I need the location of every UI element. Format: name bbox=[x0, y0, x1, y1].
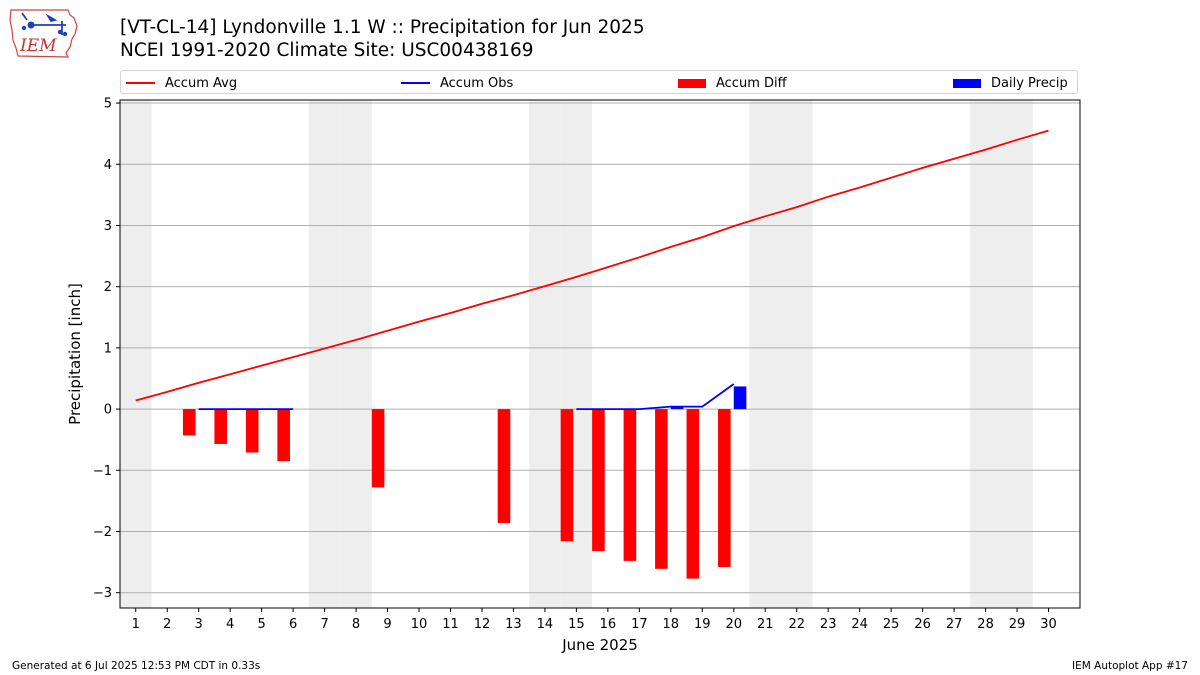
accum-diff-bar-day-17 bbox=[623, 409, 637, 561]
accum-diff-bar-day-15 bbox=[560, 409, 574, 542]
x-tick-label-24: 24 bbox=[851, 617, 868, 632]
accum-diff-bar-day-3 bbox=[182, 409, 196, 436]
x-tick-label-30: 30 bbox=[1040, 617, 1057, 632]
x-tick-label-11: 11 bbox=[442, 617, 459, 632]
x-axis-label: June 2025 bbox=[561, 636, 638, 654]
chart-subtitle: NCEI 1991-2020 Climate Site: USC00438169 bbox=[120, 40, 534, 61]
x-tick-label-27: 27 bbox=[946, 617, 963, 632]
plot-frame bbox=[119, 99, 1081, 609]
y-tick-label-2: 2 bbox=[104, 280, 112, 295]
accum-diff-bar-day-16 bbox=[592, 409, 605, 552]
accum-obs-line bbox=[198, 383, 735, 410]
x-tick-label-9: 9 bbox=[383, 617, 391, 632]
iowa-map-outline bbox=[9, 9, 78, 58]
x-tick-label-2: 2 bbox=[163, 617, 171, 632]
legend-label-accum-avg: Accum Avg bbox=[165, 75, 238, 91]
weekend-shade-day-21 bbox=[749, 100, 781, 608]
daily-precip-bar-day-18 bbox=[670, 407, 684, 410]
generated-timestamp: Generated at 6 Jul 2025 12:53 PM CDT in … bbox=[12, 660, 261, 672]
legend-label-accum-obs: Accum Obs bbox=[440, 75, 514, 91]
x-tick-label-28: 28 bbox=[977, 617, 994, 632]
weekend-shade-day-14 bbox=[529, 100, 561, 608]
logo-text: IEM bbox=[19, 36, 57, 56]
y-tick-label--2: −2 bbox=[93, 525, 112, 540]
x-tick-label-15: 15 bbox=[568, 617, 585, 632]
accum-diff-bar-day-5 bbox=[245, 409, 259, 453]
legend-swatch-accum-diff bbox=[678, 78, 706, 88]
x-tick-label-10: 10 bbox=[411, 617, 428, 632]
legend-item-accum-diff: Accum Diff bbox=[678, 74, 787, 92]
legend-item-accum-obs: Accum Obs bbox=[401, 74, 513, 92]
x-tick-label-6: 6 bbox=[289, 617, 297, 632]
y-tick-label-0: 0 bbox=[104, 403, 112, 418]
x-tick-label-18: 18 bbox=[663, 617, 680, 632]
x-tick-label-21: 21 bbox=[757, 617, 774, 632]
x-tick-label-29: 29 bbox=[1009, 617, 1026, 632]
legend-swatch-accum-obs bbox=[401, 82, 430, 84]
y-tick-label-3: 3 bbox=[104, 219, 112, 234]
accum-diff-bar-day-20 bbox=[718, 409, 731, 567]
accum-diff-bar-day-9 bbox=[371, 409, 385, 488]
x-tick-label-13: 13 bbox=[505, 617, 522, 632]
weekend-shade-day-22 bbox=[780, 100, 813, 608]
legend-label-accum-diff: Accum Diff bbox=[716, 75, 787, 91]
x-tick-label-23: 23 bbox=[820, 617, 837, 632]
weekend-shade-day-29 bbox=[1001, 100, 1033, 608]
y-tick-label-4: 4 bbox=[104, 158, 112, 173]
x-tick-label-12: 12 bbox=[474, 617, 491, 632]
y-axis-label: Precipitation [inch] bbox=[66, 283, 84, 425]
weekend-shade-day-28 bbox=[969, 100, 1002, 608]
x-tick-label-4: 4 bbox=[226, 617, 234, 632]
legend-swatch-accum-avg bbox=[126, 82, 155, 84]
legend-item-daily-precip: Daily Precip bbox=[953, 74, 1068, 92]
accum-diff-bar-day-18 bbox=[655, 409, 668, 569]
x-tick-label-19: 19 bbox=[694, 617, 711, 632]
chart-title: [VT-CL-14] Lyndonville 1.1 W :: Precipit… bbox=[120, 17, 645, 38]
x-tick-label-8: 8 bbox=[352, 617, 360, 632]
x-tick-label-5: 5 bbox=[257, 617, 265, 632]
y-tick-label--3: −3 bbox=[93, 586, 112, 601]
y-tick-label--1: −1 bbox=[93, 464, 112, 479]
iem-logo: IEM bbox=[9, 9, 78, 58]
x-tick-label-20: 20 bbox=[725, 617, 742, 632]
x-tick-label-7: 7 bbox=[320, 617, 328, 632]
weekend-shade-day-7 bbox=[308, 100, 341, 608]
legend-item-accum-avg: Accum Avg bbox=[126, 74, 237, 92]
x-tick-label-14: 14 bbox=[537, 617, 554, 632]
weekend-shade-day-8 bbox=[340, 100, 372, 608]
accum-diff-bar-day-6 bbox=[277, 409, 290, 462]
x-tick-label-16: 16 bbox=[600, 617, 617, 632]
x-tick-label-3: 3 bbox=[195, 617, 203, 632]
accum-diff-bar-day-4 bbox=[214, 409, 228, 444]
x-tick-label-1: 1 bbox=[132, 617, 140, 632]
autoplot-app-label: IEM Autoplot App #17 bbox=[1072, 660, 1188, 672]
y-tick-label-5: 5 bbox=[104, 97, 112, 112]
y-tick-label-1: 1 bbox=[104, 341, 112, 356]
x-tick-label-22: 22 bbox=[788, 617, 805, 632]
accum-avg-line bbox=[135, 129, 1049, 402]
weekend-shade-day-1 bbox=[120, 100, 152, 608]
x-tick-label-26: 26 bbox=[914, 617, 931, 632]
daily-precip-bar-day-20 bbox=[733, 386, 747, 410]
weather-instrument-icon bbox=[21, 12, 68, 37]
x-tick-label-25: 25 bbox=[883, 617, 900, 632]
legend-swatch-daily-precip bbox=[953, 78, 981, 88]
x-tick-label-17: 17 bbox=[631, 617, 648, 632]
accum-diff-bar-day-13 bbox=[497, 409, 511, 523]
legend-label-daily-precip: Daily Precip bbox=[991, 75, 1068, 91]
chart-legend: Accum Avg Accum Obs Accum Diff Daily Pre… bbox=[120, 70, 1078, 94]
accum-diff-bar-day-19 bbox=[686, 409, 700, 579]
